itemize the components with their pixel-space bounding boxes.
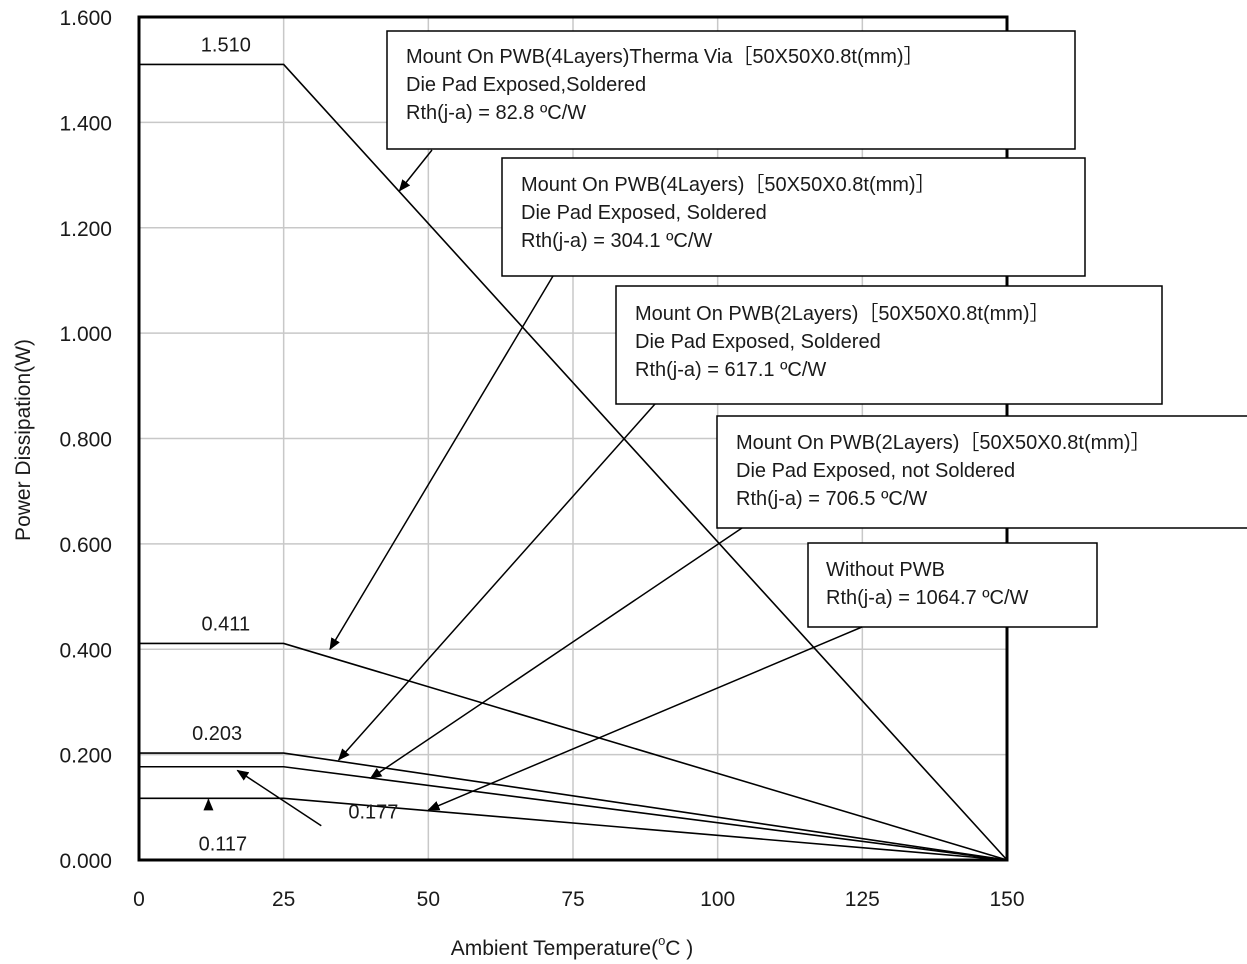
x-tick-label: 150 (989, 888, 1024, 911)
y-tick-label: 0.600 (59, 534, 112, 557)
label-pointer-arrow (236, 769, 322, 827)
annotation-arrow (398, 149, 433, 192)
annotation-box-4: Mount On PWB(2Layers)［50X50X0.8t(mm)］ Die… (716, 415, 1247, 529)
x-tick-label: 25 (272, 888, 295, 911)
annotation-text: Rth(j-a) = 706.5 ºC/W (736, 488, 927, 510)
annotation-text: Die Pad Exposed,Soldered (406, 74, 646, 96)
x-axis-label: Ambient Temperature(oC ) (451, 933, 694, 960)
annotation-arrow (329, 275, 554, 651)
y-tick-label: 1.200 (59, 218, 112, 241)
annotation-box-2: Mount On PWB(4Layers)［50X50X0.8t(mm)］ Die… (501, 157, 1086, 277)
series-line-1 (139, 63, 1008, 861)
annotation-arrow (337, 403, 656, 761)
data-label: 0.203 (192, 723, 242, 745)
pointer-arrows (203, 149, 863, 827)
x-tick-label: 125 (845, 888, 880, 911)
series-line-4 (139, 765, 1008, 861)
series-line-5 (139, 797, 1008, 861)
annotation-box-1: Mount On PWB(4Layers)Therma Via［50X50X0.… (386, 30, 1076, 150)
annotation-text: Rth(j-a) = 617.1 ºC/W (635, 359, 826, 381)
annotation-frame (501, 157, 1086, 277)
data-label: 1.510 (201, 34, 251, 56)
series-line-2 (139, 642, 1008, 861)
annotation-text: Mount On PWB(2Layers)［50X50X0.8t(mm)］ (635, 302, 1050, 325)
x-tick-label: 50 (417, 888, 440, 911)
y-tick-label: 0.800 (59, 429, 112, 452)
x-tick-label: 0 (133, 888, 145, 911)
data-labels: 1.510 0.411 0.203 0.117 0.177 (192, 34, 398, 855)
y-tick-label: 0.200 (59, 745, 112, 768)
x-axis-label-text: Ambient Temperature( (451, 937, 658, 960)
annotation-arrow (427, 626, 863, 811)
annotation-text: Rth(j-a) = 82.8 ºC/W (406, 102, 586, 124)
annotation-text: Rth(j-a) = 304.1 ºC/W (521, 230, 712, 252)
tick-labels: 0 25 50 75 100 125 150 0.000 0.200 0.400 0.600 0.80… (59, 7, 1024, 911)
y-tick-label: 1.400 (59, 112, 112, 135)
annotation-text: Rth(j-a) = 1064.7 ºC/W (826, 587, 1028, 609)
annotation-frame (386, 30, 1076, 150)
annotation-frame (807, 542, 1098, 628)
annotation-frame (615, 285, 1163, 405)
data-label: 0.177 (348, 802, 398, 824)
annotation-box-3: Mount On PWB(2Layers)［50X50X0.8t(mm)］ Die… (615, 285, 1163, 405)
y-axis-label: Power Dissipation(W) (12, 339, 35, 541)
y-tick-label: 0.000 (59, 850, 112, 873)
x-tick-label: 100 (700, 888, 735, 911)
annotation-text: Mount On PWB(2Layers)［50X50X0.8t(mm)］ (736, 431, 1151, 454)
annotation-text: Without PWB (826, 559, 945, 581)
y-tick-label: 1.600 (59, 7, 112, 30)
series-group (139, 63, 1008, 861)
data-label: 0.411 (202, 613, 251, 635)
annotations: Mount On PWB(4Layers)Therma Via［50X50X0.… (386, 30, 1247, 628)
x-axis-label-unit: C ) (665, 937, 693, 960)
x-axis-label-degree: o (658, 933, 665, 948)
annotation-text: Die Pad Exposed, Soldered (635, 331, 881, 353)
y-tick-label: 0.400 (59, 639, 112, 662)
annotation-box-5: Without PWB Rth(j-a) = 1064.7 ºC/W (807, 542, 1098, 628)
annotation-frame (716, 415, 1247, 529)
annotation-arrow (369, 527, 743, 779)
annotation-text: Die Pad Exposed, Soldered (521, 202, 767, 224)
series-line-3 (139, 752, 1008, 861)
annotation-text: Die Pad Exposed, not Soldered (736, 460, 1015, 482)
annotation-text: Mount On PWB(4Layers)［50X50X0.8t(mm)］ (521, 173, 936, 196)
annotation-text: Mount On PWB(4Layers)Therma Via［50X50X0.… (406, 45, 924, 68)
x-tick-label: 75 (561, 888, 584, 911)
y-tick-label: 1.000 (59, 323, 112, 346)
data-label: 0.117 (199, 833, 248, 855)
